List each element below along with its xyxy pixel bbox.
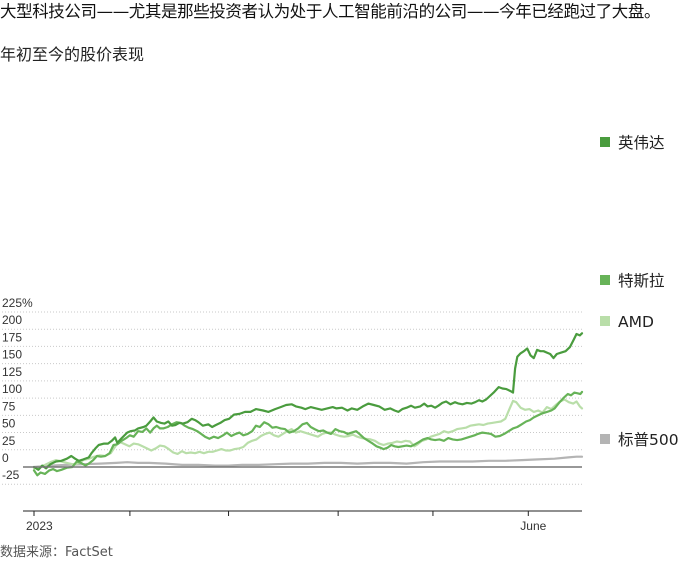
y-tick-label: 175 <box>2 330 22 344</box>
legend-swatch-4 <box>600 434 610 444</box>
x-axis: 2023 June <box>23 510 582 533</box>
series-line-4 <box>32 455 584 469</box>
y-tick-label: 150 <box>2 348 22 362</box>
y-tick-label: 0 <box>2 451 9 465</box>
series-line-2 <box>32 390 584 477</box>
series-line-1 <box>32 332 584 471</box>
series-line-3 <box>32 398 584 470</box>
y-tick-label: -25 <box>2 468 20 482</box>
y-tick-label: 25 <box>2 434 16 448</box>
series-lines <box>23 332 584 477</box>
chart-subtitle: 年初至今的股价表现 <box>0 45 145 64</box>
source-note: 数据来源：FactSet <box>0 545 113 560</box>
y-tick-label: 200 <box>2 313 22 327</box>
legend-swatch-3 <box>600 316 610 326</box>
y-tick-label: 100 <box>2 382 22 396</box>
y-tick-label: 75 <box>2 399 16 413</box>
x-tick-label: June <box>520 519 546 533</box>
chart-title: 大型科技公司——尤其是那些投资者认为处于人工智能前沿的公司——今年已经跑过了大盘… <box>0 2 661 21</box>
y-tick-label: 50 <box>2 417 16 431</box>
x-tick-label: 2023 <box>26 519 53 533</box>
legend-swatch-1 <box>600 137 610 147</box>
y-tick-label: 225% <box>2 296 33 310</box>
y-tick-label: 125 <box>2 365 22 379</box>
legend-label-4: 标普500 <box>618 431 679 449</box>
legend-label-3: AMD <box>618 313 654 331</box>
legend-swatch-2 <box>600 275 610 285</box>
legend-label-2: 特斯拉 <box>618 272 665 290</box>
legend-label-1: 英伟达 <box>618 134 665 152</box>
y-axis-tick-labels: -25 0 25 50 75 100 125 150 175 200 225% <box>2 296 33 482</box>
